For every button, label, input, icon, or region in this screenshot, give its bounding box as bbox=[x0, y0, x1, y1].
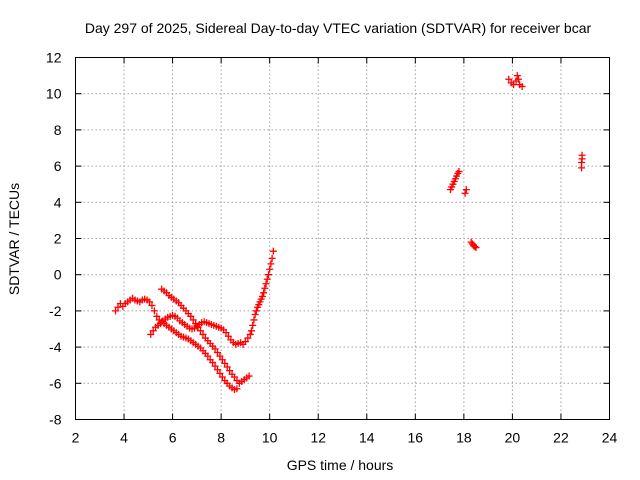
data-point bbox=[268, 254, 276, 262]
data-point bbox=[510, 81, 518, 89]
data-points bbox=[112, 72, 586, 394]
data-point bbox=[192, 320, 200, 328]
data-point bbox=[112, 307, 120, 315]
y-tick-label: 6 bbox=[54, 158, 62, 174]
data-point bbox=[263, 275, 271, 283]
data-point bbox=[455, 168, 463, 176]
data-point bbox=[211, 362, 219, 370]
data-point bbox=[246, 330, 254, 338]
y-tick-label: -2 bbox=[49, 303, 62, 319]
x-tick-label: 20 bbox=[505, 430, 521, 446]
data-point bbox=[262, 280, 270, 288]
data-point bbox=[153, 312, 161, 320]
data-point bbox=[218, 356, 226, 364]
data-point bbox=[226, 367, 234, 375]
data-point bbox=[230, 373, 238, 381]
y-tick-label: 10 bbox=[46, 86, 62, 102]
y-tick-label: -4 bbox=[49, 339, 62, 355]
data-point bbox=[462, 186, 470, 194]
data-point bbox=[213, 366, 221, 374]
data-point bbox=[514, 75, 522, 83]
data-point bbox=[244, 334, 252, 342]
data-point bbox=[150, 307, 158, 315]
x-tick-labels: 2 4 6 8 10 12 14 16 18 20 22 24 bbox=[72, 430, 618, 446]
x-tick-label: 6 bbox=[169, 430, 177, 446]
y-tick-label: -6 bbox=[49, 375, 62, 391]
data-point bbox=[269, 247, 277, 255]
data-point bbox=[149, 327, 157, 335]
x-tick-label: 16 bbox=[408, 430, 424, 446]
data-point bbox=[258, 292, 266, 300]
data-point bbox=[251, 311, 259, 319]
x-tick-label: 22 bbox=[553, 430, 569, 446]
data-point bbox=[233, 385, 241, 393]
data-point bbox=[218, 373, 226, 381]
data-point bbox=[578, 151, 586, 159]
data-point bbox=[223, 363, 231, 371]
data-point bbox=[250, 316, 258, 324]
data-point bbox=[194, 323, 202, 331]
data-point bbox=[461, 189, 469, 197]
y-tick-label: 2 bbox=[54, 231, 62, 247]
data-point bbox=[216, 369, 224, 377]
data-point bbox=[147, 330, 155, 338]
data-point bbox=[245, 372, 253, 380]
x-tick-label: 4 bbox=[120, 430, 128, 446]
data-point bbox=[199, 330, 207, 338]
data-point bbox=[209, 358, 217, 366]
x-tick-label: 2 bbox=[72, 430, 80, 446]
data-point bbox=[224, 332, 232, 340]
data-point bbox=[260, 289, 268, 297]
x-tick-label: 10 bbox=[262, 430, 278, 446]
x-tick-label: 14 bbox=[359, 430, 375, 446]
data-point bbox=[187, 312, 195, 320]
data-point bbox=[146, 298, 154, 306]
grid-lines bbox=[75, 57, 610, 420]
data-point bbox=[221, 359, 229, 367]
data-point bbox=[267, 260, 275, 268]
y-tick-label: 4 bbox=[54, 194, 62, 210]
y-tick-label: 0 bbox=[54, 267, 62, 283]
data-point bbox=[222, 329, 230, 337]
data-point bbox=[211, 345, 219, 353]
y-axis-label: SDTVAR / TECUs bbox=[6, 183, 22, 295]
data-point bbox=[216, 352, 224, 360]
data-point bbox=[241, 338, 249, 346]
x-tick-label: 18 bbox=[456, 430, 472, 446]
x-tick-label: 8 bbox=[217, 430, 225, 446]
data-point bbox=[266, 265, 274, 273]
data-point bbox=[148, 301, 156, 309]
x-tick-label: 12 bbox=[310, 430, 326, 446]
data-point bbox=[197, 327, 205, 335]
data-point bbox=[513, 72, 521, 80]
data-point bbox=[264, 271, 272, 279]
data-point bbox=[261, 284, 269, 292]
data-point bbox=[114, 303, 122, 311]
data-point bbox=[249, 321, 257, 329]
data-point bbox=[518, 82, 526, 90]
y-tick-label: -8 bbox=[49, 412, 62, 428]
plot-frame bbox=[75, 57, 610, 420]
data-point bbox=[505, 75, 513, 83]
data-point bbox=[247, 327, 255, 335]
data-point bbox=[189, 316, 197, 324]
y-tick-label: 8 bbox=[54, 122, 62, 138]
x-tick-label: 24 bbox=[602, 430, 618, 446]
y-tick-labels: -8 -6 -4 -2 0 2 4 6 8 10 12 bbox=[46, 50, 62, 428]
data-point bbox=[471, 243, 479, 251]
data-point bbox=[472, 244, 480, 252]
data-point bbox=[252, 307, 260, 315]
data-point bbox=[213, 349, 221, 357]
chart-title: Day 297 of 2025, Sidereal Day-to-day VTE… bbox=[85, 20, 592, 36]
x-axis-label: GPS time / hours bbox=[287, 457, 394, 473]
data-point bbox=[204, 352, 212, 360]
y-tick-label: 12 bbox=[46, 50, 62, 66]
